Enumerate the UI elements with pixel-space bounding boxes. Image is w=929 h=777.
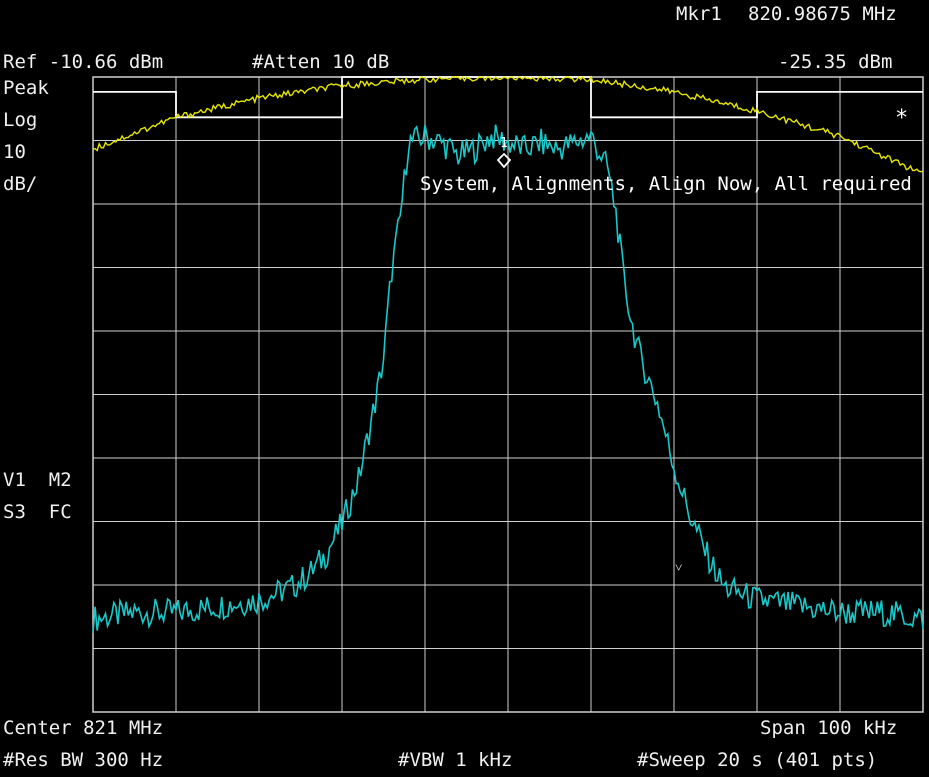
detector-label: Peak — [3, 77, 49, 99]
marker-diamond[interactable] — [496, 152, 512, 169]
flags-line-2: S3 FC — [3, 501, 72, 523]
graticule-grid — [93, 77, 923, 712]
status-message: System, Alignments, Align Now, All requi… — [420, 173, 912, 195]
marker-frequency: 820.98675 MHz — [748, 3, 897, 25]
limit-symbol: * — [895, 106, 908, 131]
sweep-time: #Sweep 20 s (401 pts) — [637, 749, 878, 771]
scale-unit-label: dB/ — [3, 173, 38, 195]
flags-line-1: V1 M2 — [3, 469, 72, 491]
marker-level: -25.35 dBm — [778, 51, 893, 73]
yellow-trace — [92, 75, 924, 173]
attenuation: #Atten 10 dB — [252, 51, 390, 73]
ref-level: Ref -10.66 dBm — [3, 51, 164, 73]
resolution-bandwidth: #Res BW 300 Hz — [3, 749, 164, 771]
span: Span 100 kHz — [760, 717, 898, 739]
scale-value-label: 10 — [3, 141, 26, 163]
video-bandwidth: #VBW 1 kHz — [398, 749, 513, 771]
marker-label: Mkr1 — [676, 3, 722, 25]
marker-number: 1 — [500, 136, 508, 151]
center-frequency: Center 821 MHz — [3, 717, 164, 739]
scale-type-label: Log — [3, 109, 38, 131]
small-marker-caret: ˅ — [675, 561, 682, 576]
cyan-trace — [92, 124, 924, 633]
